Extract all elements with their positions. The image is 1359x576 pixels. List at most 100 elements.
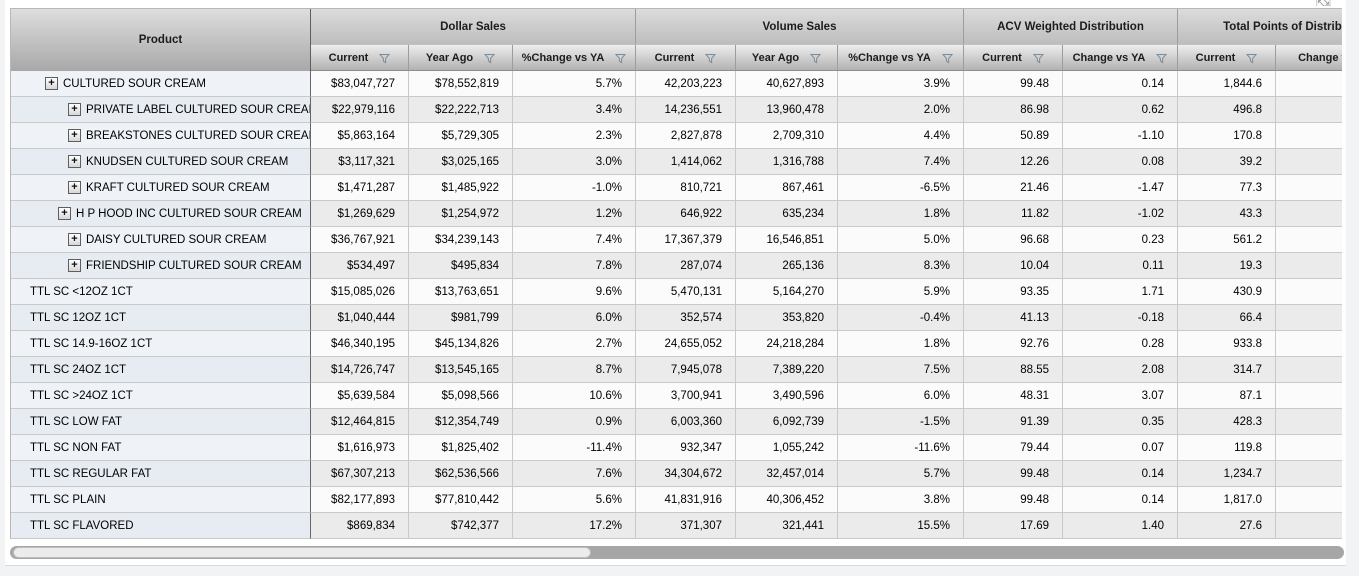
product-cell: TTL SC FLAVORED [11, 513, 311, 539]
tpd-current-cell: 77.3 [1178, 175, 1276, 201]
expand-toggle-icon[interactable]: + [58, 207, 71, 220]
volume-current-cell: 3,700,941 [636, 383, 736, 409]
volume-change-cell: 8.3% [838, 253, 964, 279]
filter-icon[interactable] [484, 53, 496, 64]
horizontal-scrollbar[interactable] [10, 546, 1344, 559]
dollar-yearago-cell: $1,254,972 [409, 201, 513, 227]
acv-change-cell: -1.02 [1063, 201, 1178, 227]
product-column-header[interactable]: Product [11, 9, 311, 71]
volume-current-cell: 17,367,379 [636, 227, 736, 253]
scrollbar-thumb[interactable] [13, 547, 591, 558]
dollar-current-cell: $14,726,747 [311, 357, 409, 383]
dollar-current-cell: $5,639,584 [311, 383, 409, 409]
acv-current-cell: 10.04 [964, 253, 1063, 279]
filter-icon[interactable] [615, 53, 627, 64]
filter-icon[interactable] [810, 53, 822, 64]
volume-current-cell: 352,574 [636, 305, 736, 331]
tpd-change-cell [1276, 357, 1342, 383]
expand-toggle-icon[interactable]: + [68, 259, 81, 272]
dollar-change-cell: 10.6% [513, 383, 636, 409]
volume-yearago-cell: 40,306,452 [736, 487, 838, 513]
dollar-yearago-cell: $742,377 [409, 513, 513, 539]
table-row: + BREAKSTONES CULTURED SOUR CREAM $5,863,1… [11, 123, 1342, 149]
volume-change-cell: 4.4% [838, 123, 964, 149]
column-header-change-vs-ya-7[interactable]: Change vs YA [1063, 45, 1178, 70]
acv-current-cell: 17.69 [964, 513, 1063, 539]
filter-icon[interactable] [1156, 53, 1168, 64]
dollar-change-cell: 7.8% [513, 253, 636, 279]
volume-current-cell: 41,831,916 [636, 487, 736, 513]
grid-inner: Product Dollar Sales Volume Sales ACV Weig… [11, 9, 1342, 539]
product-cell: TTL SC PLAIN [11, 487, 311, 513]
dollar-yearago-cell: $13,763,651 [409, 279, 513, 305]
filter-icon[interactable] [705, 53, 717, 64]
expand-window-icon[interactable]: ⇱⇲ [1316, 0, 1331, 9]
filter-icon[interactable] [1032, 53, 1044, 64]
acv-current-cell: 93.35 [964, 279, 1063, 305]
tpd-current-cell: 1,234.7 [1178, 461, 1276, 487]
volume-change-cell: 1.8% [838, 331, 964, 357]
column-header-change-vs-ya-2[interactable]: %Change vs YA [513, 45, 636, 70]
product-label: FRIENDSHIP CULTURED SOUR CREAM [86, 259, 302, 272]
product-cell: + H P HOOD INC CULTURED SOUR CREAM [11, 201, 311, 227]
expand-toggle-icon[interactable]: + [68, 129, 81, 142]
volume-change-cell: -6.5% [838, 175, 964, 201]
volume-current-cell: 6,003,360 [636, 409, 736, 435]
dollar-current-cell: $15,085,026 [311, 279, 409, 305]
product-label: PRIVATE LABEL CULTURED SOUR CREAM [86, 103, 311, 116]
volume-change-cell: 5.9% [838, 279, 964, 305]
header-sub-row: Current Year Ago %Change vs YA Current Year … [11, 45, 1342, 71]
volume-current-cell: 2,827,878 [636, 123, 736, 149]
filter-icon[interactable] [379, 53, 391, 64]
product-cell: TTL SC 14.9-16OZ 1CT [11, 331, 311, 357]
volume-yearago-cell: 1,316,788 [736, 149, 838, 175]
group-header-acv-weighted-distribution: ACV Weighted Distribution [964, 9, 1178, 45]
dollar-current-cell: $1,616,973 [311, 435, 409, 461]
filter-icon[interactable] [941, 53, 953, 64]
volume-yearago-cell: 1,055,242 [736, 435, 838, 461]
volume-change-cell: 3.8% [838, 487, 964, 513]
dollar-yearago-cell: $77,810,442 [409, 487, 513, 513]
dollar-change-cell: 17.2% [513, 513, 636, 539]
column-header-label: Current [982, 51, 1022, 64]
table-row: TTL SC 14.9-16OZ 1CT $46,340,195 $45,134,8… [11, 331, 1342, 357]
column-header-current-0[interactable]: Current [311, 45, 409, 70]
column-header-year-ago-1[interactable]: Year Ago [409, 45, 513, 70]
expand-toggle-icon[interactable]: + [68, 155, 81, 168]
group-header-dollar-sales: Dollar Sales [311, 9, 636, 45]
expand-toggle-icon[interactable]: + [68, 233, 81, 246]
column-header-change-vs-ya-5[interactable]: %Change vs YA [838, 45, 964, 70]
acv-change-cell: 0.62 [1063, 97, 1178, 123]
table-row: TTL SC PLAIN $82,177,893 $77,810,442 5.6% 41… [11, 487, 1342, 513]
dollar-change-cell: 2.3% [513, 123, 636, 149]
column-header-current-8[interactable]: Current [1178, 45, 1276, 70]
tpd-current-cell: 43.3 [1178, 201, 1276, 227]
filter-icon[interactable] [1246, 53, 1258, 64]
column-header-current-3[interactable]: Current [636, 45, 736, 70]
tpd-current-cell: 1,844.6 [1178, 71, 1276, 97]
column-header-change-vs-ya-9[interactable]: Change vs YA [1276, 45, 1342, 70]
acv-current-cell: 50.89 [964, 123, 1063, 149]
volume-change-cell: 2.0% [838, 97, 964, 123]
column-header-current-6[interactable]: Current [964, 45, 1063, 70]
tpd-change-cell [1276, 227, 1342, 253]
dollar-change-cell: 7.4% [513, 227, 636, 253]
acv-current-cell: 41.13 [964, 305, 1063, 331]
dollar-current-cell: $3,117,321 [311, 149, 409, 175]
product-cell: TTL SC <12OZ 1CT [11, 279, 311, 305]
product-cell: + DAISY CULTURED SOUR CREAM [11, 227, 311, 253]
column-header-year-ago-4[interactable]: Year Ago [736, 45, 838, 70]
product-label: TTL SC <12OZ 1CT [30, 285, 133, 298]
volume-current-cell: 287,074 [636, 253, 736, 279]
tpd-current-cell: 933.8 [1178, 331, 1276, 357]
volume-yearago-cell: 7,389,220 [736, 357, 838, 383]
volume-change-cell: 3.9% [838, 71, 964, 97]
product-label: TTL SC 12OZ 1CT [30, 311, 127, 324]
acv-change-cell: 0.14 [1063, 71, 1178, 97]
expand-toggle-icon[interactable]: + [68, 181, 81, 194]
expand-toggle-icon[interactable]: + [68, 103, 81, 116]
dollar-yearago-cell: $22,222,713 [409, 97, 513, 123]
tpd-change-cell [1276, 435, 1342, 461]
expand-toggle-icon[interactable]: + [45, 77, 58, 90]
